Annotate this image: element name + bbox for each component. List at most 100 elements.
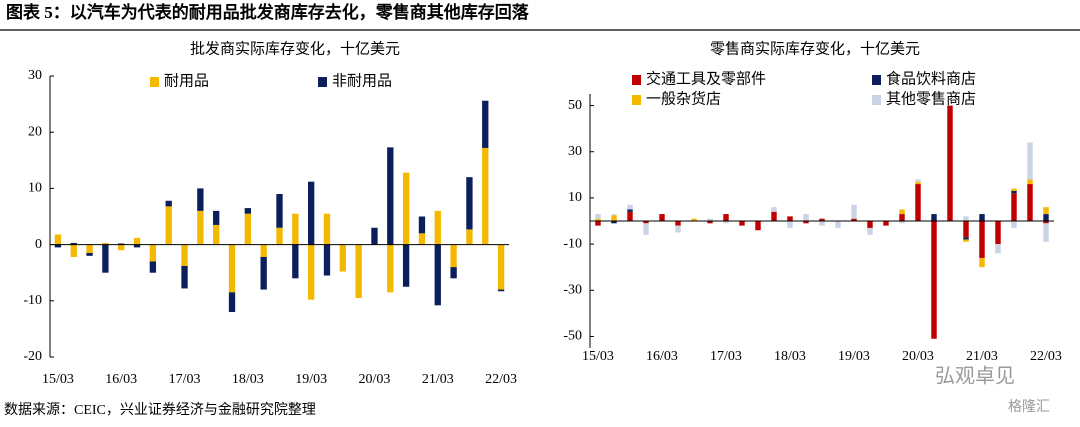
legend-label: 食品饮料商店	[886, 70, 976, 87]
y-tick-label: 10	[28, 181, 42, 196]
bar-segment	[963, 239, 969, 242]
bar-segment	[118, 243, 125, 245]
bar-segment	[102, 242, 109, 245]
bar-segment	[260, 244, 267, 257]
bar-segment	[931, 214, 937, 221]
bar-segment	[86, 244, 93, 254]
bar-segment	[627, 211, 633, 221]
bar-segment	[595, 218, 601, 221]
bar-segment	[787, 216, 793, 221]
bar-segment	[931, 221, 937, 339]
bar-segment	[803, 214, 809, 221]
bar-segment	[482, 100, 489, 148]
bar-segment	[213, 224, 220, 245]
bar-segment	[771, 211, 777, 221]
bar-segment	[707, 221, 713, 224]
bar-segment	[611, 215, 617, 221]
chart-title: 零售商实际库存变化，十亿美元	[710, 40, 920, 57]
bar-segment	[149, 261, 157, 273]
bar-segment	[915, 179, 921, 182]
bar-segment	[755, 221, 761, 231]
legend-swatch	[872, 75, 881, 85]
x-tick-label: 15/03	[42, 372, 74, 387]
y-tick-label: 0	[35, 237, 42, 252]
bar-segment	[1043, 223, 1049, 242]
bar-segment	[963, 237, 969, 240]
bar-segment	[165, 200, 172, 207]
bar-segment	[1027, 142, 1033, 180]
bar-segment	[54, 234, 62, 245]
bar-segment	[899, 221, 905, 224]
bar-segment	[979, 257, 985, 268]
bar-segment	[323, 244, 331, 276]
legend-swatch	[872, 95, 881, 105]
bar-segment	[883, 221, 889, 226]
bar-segment	[434, 244, 441, 306]
bar-segment	[292, 244, 299, 279]
bar-segment	[723, 221, 729, 224]
bar-segment	[963, 221, 969, 238]
bar-segment	[149, 244, 157, 262]
x-tick-label: 18/03	[774, 349, 806, 364]
y-tick-label: -20	[23, 349, 42, 364]
bar-segment	[228, 244, 236, 293]
bar-segment	[739, 221, 745, 226]
bar-segment	[627, 204, 633, 210]
bar-segment	[181, 244, 188, 266]
bar-segment	[1043, 214, 1049, 221]
bar-segment	[213, 210, 220, 225]
bar-segment	[1011, 190, 1017, 194]
bar-segment	[995, 244, 1001, 254]
bar-segment	[165, 206, 172, 245]
bar-segment	[86, 253, 93, 256]
bar-segment	[915, 184, 921, 221]
chart-title: 批发商实际库存变化，十亿美元	[190, 40, 400, 57]
bar-segment	[899, 209, 905, 215]
bar-segment	[835, 221, 841, 228]
bar-segment	[643, 223, 649, 235]
x-tick-label: 18/03	[232, 372, 264, 387]
bar-segment	[803, 221, 809, 224]
x-tick-label: 20/03	[359, 372, 391, 387]
bar-segment	[197, 188, 204, 211]
bar-segment	[1027, 184, 1033, 221]
bar-segment	[611, 214, 617, 216]
legend-label: 一般杂货店	[646, 90, 721, 107]
bar-segment	[387, 244, 394, 293]
legend-swatch	[150, 77, 159, 87]
bar-segment	[387, 147, 394, 245]
bar-segment	[659, 214, 665, 221]
y-tick-label: -50	[563, 329, 582, 344]
bar-segment	[323, 213, 331, 245]
bar-segment	[947, 105, 953, 221]
bar-segment	[707, 218, 713, 221]
x-tick-label: 21/03	[422, 372, 454, 387]
bar-segment	[228, 292, 236, 313]
bar-segment	[402, 244, 410, 287]
bar-segment	[819, 218, 825, 221]
bar-segment	[691, 218, 697, 221]
x-tick-label: 22/03	[1030, 349, 1062, 364]
bar-segment	[355, 244, 362, 298]
bar-segment	[450, 267, 457, 279]
legend-swatch	[632, 75, 641, 85]
bar-segment	[643, 221, 649, 224]
bar-segment	[418, 233, 426, 245]
bar-segment	[819, 221, 825, 226]
bar-segment	[402, 172, 410, 245]
bar-segment	[307, 181, 315, 245]
bar-segment	[497, 289, 505, 292]
bar-segment	[244, 213, 252, 245]
bar-segment	[1043, 207, 1049, 215]
x-tick-label: 22/03	[485, 372, 517, 387]
bar-segment	[1011, 221, 1017, 228]
x-tick-label: 16/03	[646, 349, 678, 364]
legend-swatch	[318, 77, 327, 87]
bar-segment	[723, 214, 729, 221]
bar-segment	[771, 207, 777, 212]
bar-segment	[276, 227, 283, 245]
bar-segment	[339, 244, 346, 272]
legend-label: 非耐用品	[332, 72, 392, 89]
bar-segment	[118, 244, 125, 251]
y-tick-label: 10	[568, 190, 582, 205]
